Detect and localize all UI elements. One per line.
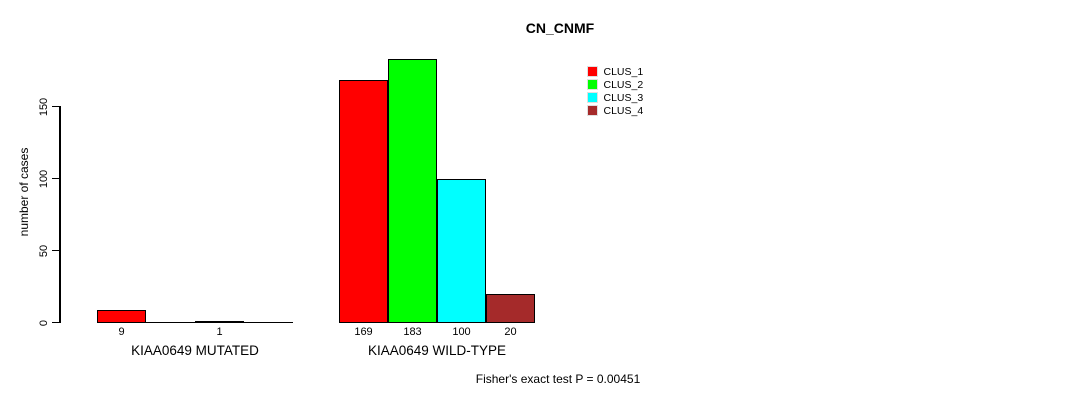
chart-title: CN_CNMF (525, 20, 595, 36)
bar-value-label: 20 (504, 326, 517, 338)
group-baseline (339, 321, 535, 324)
legend: CLUS_1 CLUS_2 CLUS_3 CLUS_4 (587, 65, 643, 117)
y-tick (52, 177, 59, 180)
bar-value-label: 9 (118, 326, 125, 338)
bar-value-label: 100 (452, 326, 471, 338)
bar-clus_3 (437, 178, 486, 323)
legend-item: CLUS_1 (587, 65, 643, 78)
bar-clus_1 (339, 79, 388, 323)
legend-color-swatch (587, 92, 598, 103)
group-baseline (97, 321, 293, 324)
bar-value-label: 1 (216, 326, 223, 338)
y-axis-line (59, 106, 61, 323)
legend-item-label: CLUS_2 (603, 78, 644, 91)
bar-clus_1 (97, 309, 146, 323)
bar-value-label: 169 (354, 326, 373, 338)
fisher-test-annotation: Fisher's exact test P = 0.00451 (475, 372, 641, 386)
bar-clus_2 (388, 58, 437, 323)
legend-item: CLUS_4 (587, 104, 643, 117)
y-tick (52, 321, 59, 324)
legend-color-swatch (587, 79, 598, 90)
y-tick-label: 50 (38, 244, 50, 257)
legend-color-swatch (587, 105, 598, 116)
y-tick-label: 100 (38, 169, 50, 188)
legend-item: CLUS_3 (587, 91, 643, 104)
legend-color-swatch (587, 66, 598, 77)
y-tick (52, 105, 59, 108)
legend-item: CLUS_2 (587, 78, 643, 91)
y-tick (52, 249, 59, 252)
bar-value-label: 183 (403, 326, 422, 338)
bar-clus_3 (195, 320, 244, 323)
y-tick-label: 150 (38, 97, 50, 116)
legend-item-label: CLUS_4 (603, 104, 644, 117)
bar-clus_4 (486, 293, 535, 323)
category-label: KIAA0649 WILD-TYPE (367, 343, 507, 358)
legend-item-label: CLUS_3 (603, 91, 644, 104)
legend-item-label: CLUS_1 (603, 65, 644, 78)
y-axis-title: number of cases (17, 147, 31, 237)
y-tick-label: 0 (38, 319, 50, 326)
category-label: KIAA0649 MUTATED (131, 343, 259, 358)
